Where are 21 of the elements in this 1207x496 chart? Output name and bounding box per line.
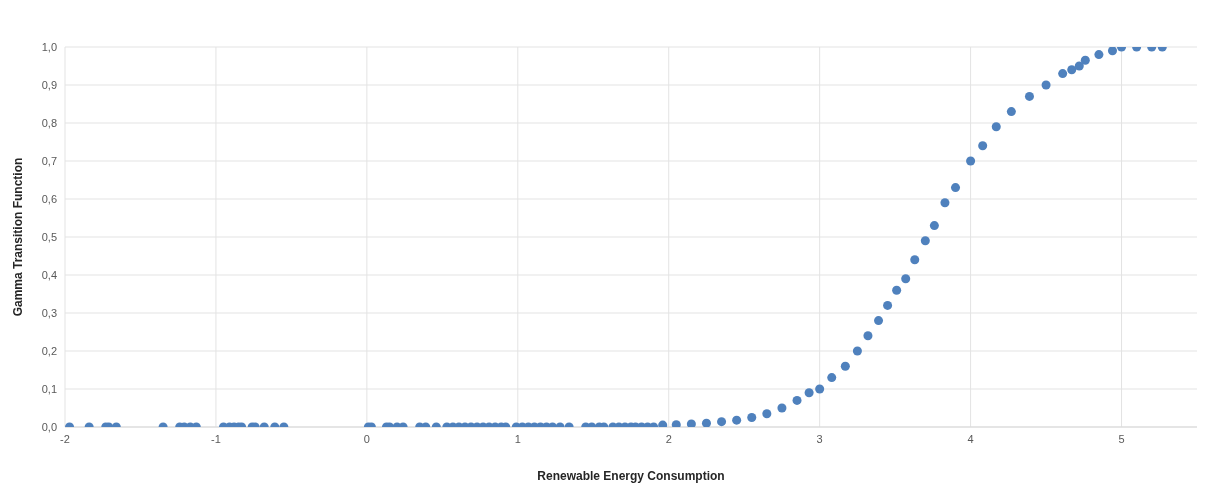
x-tick-label: 0: [363, 432, 370, 445]
y-tick-label: 0,6: [41, 192, 57, 205]
x-tick-label: -2: [60, 432, 70, 445]
x-tick-label: 2: [665, 432, 672, 445]
x-tick-label: -1: [211, 432, 221, 445]
y-tick-label: 0,5: [41, 230, 57, 243]
y-tick-label: 0,7: [41, 154, 57, 167]
x-tick-label: 1: [514, 432, 521, 445]
x-tick-label: 5: [1118, 432, 1125, 445]
y-tick-label: 0,0: [41, 420, 57, 433]
y-tick-label: 0,4: [41, 268, 57, 281]
y-axis-title: Gamma Transition Function: [11, 157, 26, 317]
y-tick-label: 0,3: [41, 306, 57, 319]
y-tick-label: 0,8: [41, 116, 57, 129]
y-tick-label: 0,1: [41, 382, 57, 395]
y-tick-label: 0,9: [41, 78, 57, 91]
y-tick-label: 0,2: [41, 344, 57, 357]
x-tick-label: 4: [967, 432, 974, 445]
x-tick-label: 3: [816, 432, 823, 445]
y-tick-label: 1,0: [41, 40, 57, 53]
x-axis-title: Renewable Energy Consumption: [537, 469, 725, 483]
